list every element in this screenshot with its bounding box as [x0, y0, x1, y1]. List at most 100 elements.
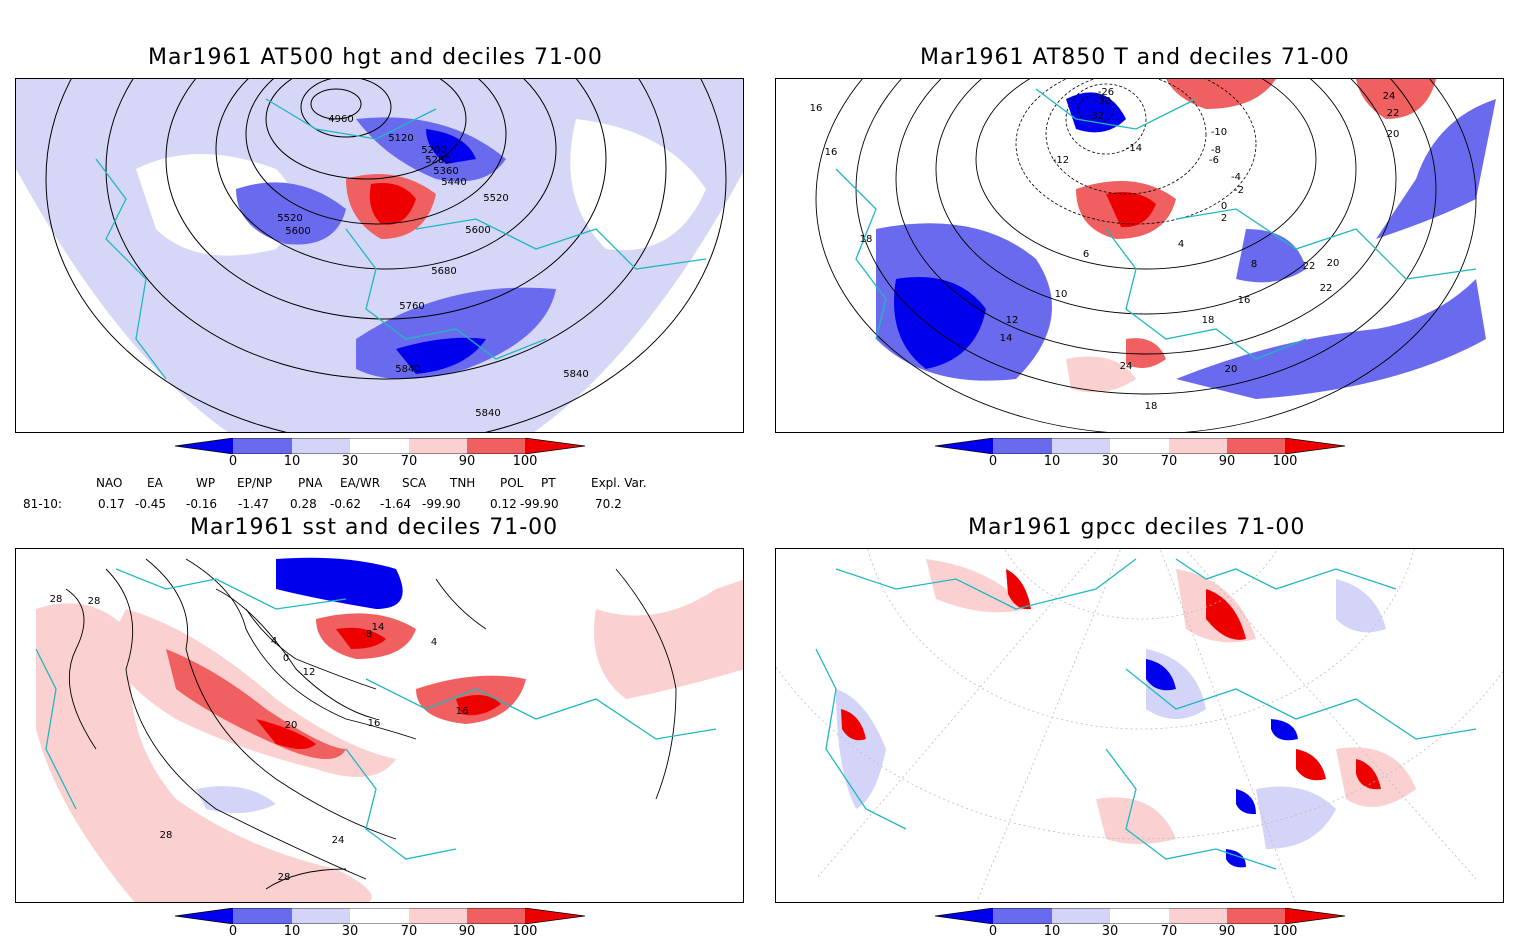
contour-label: 24 — [332, 835, 345, 846]
contour-label: 18 — [1145, 401, 1158, 412]
contour-label: -2 — [1234, 185, 1244, 196]
contour-label: 5680 — [431, 266, 456, 277]
hgt-contour-labels: 4960 5120 5200 5280 5360 5440 5520 5520 … — [277, 114, 588, 419]
colorbar-tick: 90 — [1218, 454, 1236, 469]
map-gpcc-svg — [776, 549, 1503, 902]
colorbar-tick: 30 — [1101, 924, 1119, 939]
index-name: PNA — [298, 476, 323, 490]
contour-label: 5840 — [475, 408, 500, 419]
contour-label: 28 — [88, 596, 101, 607]
contour-label: -26 — [1098, 87, 1114, 98]
panel3-title: Mar1961 sst and deciles 71-00 — [190, 515, 559, 540]
contour-label: 5360 — [433, 166, 458, 177]
index-name: POL — [500, 476, 524, 490]
index-name: TNH — [450, 476, 476, 490]
contour-label: -8 — [1211, 145, 1221, 156]
contour-label: 4 — [271, 636, 277, 647]
contour-label: 5760 — [399, 301, 424, 312]
colorbar-tick: 90 — [1218, 924, 1236, 939]
contour-label: 4 — [431, 637, 437, 648]
contour-label: -4 — [1231, 172, 1241, 183]
contour-label: 16 — [456, 706, 469, 717]
index-value: 0.28 — [290, 497, 317, 511]
map-t850-svg: -26 -30 -32 -14 -12 -10 -8 -6 -4 -2 0 2 … — [776, 79, 1503, 432]
contour-label: 20 — [1387, 129, 1400, 140]
index-name: PT — [541, 476, 556, 490]
contour-label: 16 — [368, 718, 381, 729]
colorbar-tick: 10 — [283, 924, 301, 939]
colorbar-tick: 0 — [988, 924, 998, 939]
contour-label: -10 — [1211, 127, 1227, 138]
index-name: Expl. Var. — [591, 476, 647, 490]
colorbar-tick: 10 — [1043, 924, 1061, 939]
contour-label: 12 — [1006, 315, 1019, 326]
contour-label: 5120 — [388, 133, 413, 144]
contour-label: -14 — [1126, 143, 1142, 154]
contour-label: -12 — [1053, 155, 1069, 166]
contour-label: 5600 — [465, 225, 490, 236]
contour-label: 18 — [860, 234, 873, 245]
contour-label: 18 — [1202, 315, 1215, 326]
contour-label: 20 — [1327, 258, 1340, 269]
contour-label: 28 — [160, 830, 173, 841]
map-panel-t850: -26 -30 -32 -14 -12 -10 -8 -6 -4 -2 0 2 … — [775, 78, 1504, 433]
teleconnection-indices: NAO EA WP EP/NP PNA EA/WR SCA TNH POL PT… — [0, 474, 700, 514]
colorbar-tick: 0 — [228, 924, 238, 939]
contour-label: 0 — [1221, 201, 1227, 212]
colorbar-tick: 100 — [1272, 454, 1298, 469]
contour-label: 4960 — [328, 114, 353, 125]
colorbar-panel2: 0 10 30 70 90 100 — [934, 437, 1346, 478]
index-name: NAO — [96, 476, 123, 490]
contour-label: 12 — [303, 667, 316, 678]
contour-label: -32 — [1088, 111, 1104, 122]
contour-label: 5600 — [285, 226, 310, 237]
colorbar-tick: 70 — [1160, 924, 1178, 939]
contour-label: 5840 — [563, 369, 588, 380]
map-hgt500-svg: 4960 5120 5200 5280 5360 5440 5520 5520 … — [16, 79, 743, 432]
contour-label: 16 — [1238, 295, 1251, 306]
contour-label: 0 — [283, 653, 289, 664]
index-value: -0.16 — [186, 497, 218, 511]
contour-label: 14 — [1000, 333, 1013, 344]
index-value: 70.2 — [595, 497, 622, 511]
colorbar-panel4: 0 10 30 70 90 100 — [934, 907, 1346, 948]
index-value: -1.64 — [380, 497, 412, 511]
colorbar-panel3: 0 10 30 70 90 100 — [174, 907, 586, 948]
index-name: SCA — [402, 476, 427, 490]
contour-label: 5840 — [395, 364, 420, 375]
colorbar-ramp — [934, 907, 1346, 925]
colorbar-tick: 10 — [283, 454, 301, 469]
colorbar-tick: 70 — [1160, 454, 1178, 469]
index-value: -99.90 — [422, 497, 461, 511]
contour-label: 8 — [1251, 259, 1257, 270]
colorbar-tick: 30 — [1101, 454, 1119, 469]
contour-label: 2 — [1221, 213, 1227, 224]
index-value: 0.17 — [98, 497, 125, 511]
colorbar-tick: 100 — [512, 454, 538, 469]
index-name: EA/WR — [340, 476, 381, 490]
index-name: WP — [196, 476, 216, 490]
contour-label: 28 — [278, 872, 291, 883]
contour-label: 24 — [1383, 91, 1396, 102]
panel1-title: Mar1961 AT500 hgt and deciles 71-00 — [148, 45, 603, 70]
contour-label: 22 — [1303, 261, 1316, 272]
panel4-title: Mar1961 gpcc deciles 71-00 — [968, 515, 1306, 540]
contour-label: 16 — [810, 103, 823, 114]
colorbar-tick: 100 — [1272, 924, 1298, 939]
map-sst-svg: 28 28 0 4 8 12 14 16 20 24 28 28 16 4 — [35, 557, 743, 902]
map-panel-sst: 28 28 0 4 8 12 14 16 20 24 28 28 16 4 — [15, 548, 744, 903]
panel2-title: Mar1961 AT850 T and deciles 71-00 — [920, 45, 1350, 70]
index-name: EP/NP — [237, 476, 273, 490]
contour-label: 8 — [366, 629, 372, 640]
colorbar-panel1: 0 10 30 70 90 100 — [174, 437, 586, 478]
contour-label: -6 — [1209, 155, 1219, 166]
index-value: 0.12 — [490, 497, 517, 511]
colorbar-ramp — [174, 437, 586, 455]
index-value: -99.90 — [520, 497, 559, 511]
contour-label: 6 — [1083, 249, 1089, 260]
contour-label: 4 — [1178, 239, 1184, 250]
map-panel-hgt500: 4960 5120 5200 5280 5360 5440 5520 5520 … — [15, 78, 744, 433]
contour-label: 5520 — [483, 193, 508, 204]
contour-label: 5440 — [441, 177, 466, 188]
contour-label: 20 — [285, 720, 298, 731]
